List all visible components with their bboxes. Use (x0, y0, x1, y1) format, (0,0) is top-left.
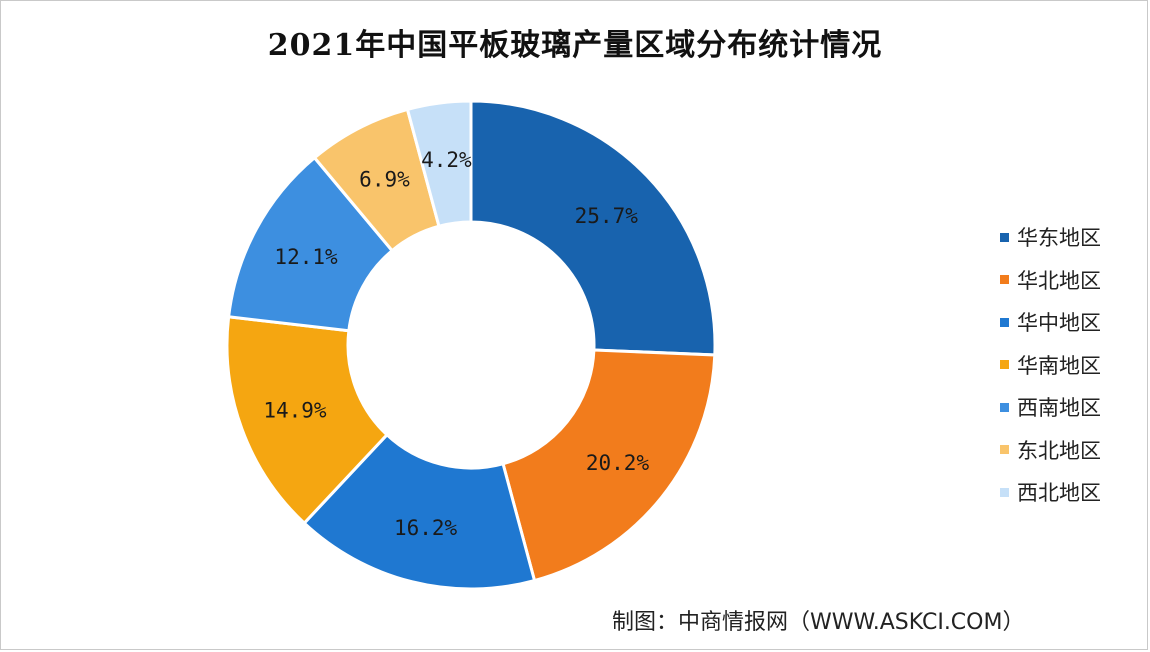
legend-label: 华中地区 (1017, 311, 1101, 336)
legend-item: 华中地区 (1000, 301, 1101, 344)
data-label-3: 16.2% (394, 516, 458, 540)
legend-label: 西南地区 (1017, 396, 1101, 421)
data-label-7: 4.2% (421, 148, 472, 172)
legend-item: 华东地区 (1000, 216, 1101, 259)
legend-label: 西北地区 (1017, 481, 1101, 506)
slice-2 (501, 348, 717, 583)
legend-swatch (1000, 317, 1009, 327)
legend: 华东地区华北地区华中地区华南地区西南地区东北地区西北地区 (1000, 216, 1101, 514)
slice-4 (225, 315, 390, 526)
legend-swatch (1000, 360, 1009, 370)
data-label-1: 25.7% (575, 204, 639, 228)
legend-item: 东北地区 (1000, 429, 1101, 472)
legend-swatch (1000, 445, 1009, 455)
legend-swatch (1000, 275, 1009, 285)
slice-3 (302, 432, 537, 591)
data-label-6: 6.9% (359, 168, 410, 192)
legend-item: 西南地区 (1000, 386, 1101, 429)
legend-item: 华南地区 (1000, 344, 1101, 387)
data-label-4: 14.9% (263, 398, 327, 422)
source-note: 制图：中商情报网（WWW.ASKCI.COM） (612, 610, 1025, 635)
legend-label: 华北地区 (1017, 268, 1101, 293)
legend-label: 东北地区 (1017, 438, 1101, 463)
data-label-5: 12.1% (274, 245, 338, 269)
legend-label: 华南地区 (1017, 353, 1101, 378)
legend-swatch (1000, 232, 1009, 242)
legend-item: 西北地区 (1000, 471, 1101, 514)
data-label-2: 20.2% (586, 451, 650, 475)
legend-label: 华东地区 (1017, 226, 1101, 251)
slice-1 (469, 99, 717, 357)
legend-swatch (1000, 402, 1009, 412)
chart-title: 2021年中国平板玻璃产量区域分布统计情况 (267, 28, 883, 63)
legend-item: 华北地区 (1000, 259, 1101, 302)
slice-7 (405, 99, 473, 229)
legend-swatch (1000, 487, 1009, 497)
